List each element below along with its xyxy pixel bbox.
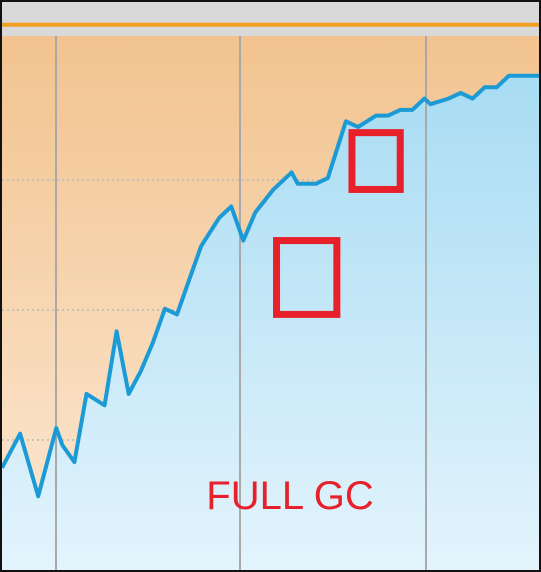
vertical-gridlines (55, 36, 427, 570)
chart-header-strip (2, 2, 539, 36)
highlight-boxes (273, 129, 404, 318)
highlight-box-2 (348, 129, 404, 193)
full-gc-annotation: FULL GC (206, 474, 373, 518)
highlight-box-1 (273, 237, 341, 318)
memory-area-fill (2, 75, 539, 570)
series-line (2, 73, 539, 499)
